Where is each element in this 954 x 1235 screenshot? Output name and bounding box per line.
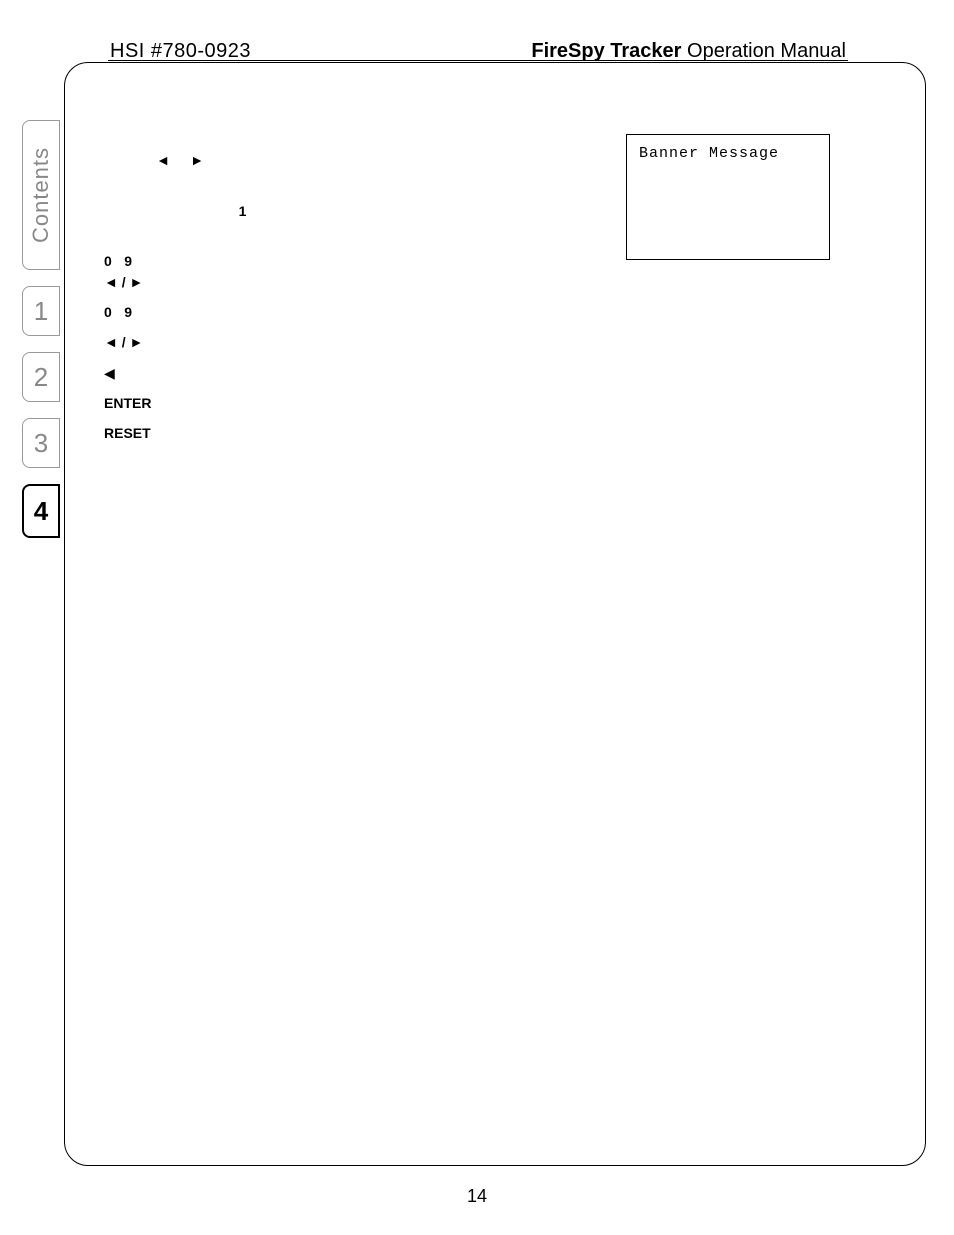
para-2: Figure 4-5 shows the 1 st banner message…	[104, 201, 614, 242]
p3c: and a blank. Scroll through the list usi…	[136, 253, 408, 269]
manual-label: Operation Manual	[687, 40, 846, 62]
p3b: 9	[124, 253, 132, 269]
para-3: 0 - 9 and a blank. Scroll through the li…	[104, 251, 614, 292]
tab-2[interactable]: 2	[22, 352, 60, 402]
tab-2-label: 2	[34, 362, 48, 393]
page: HSI #780-0923 FireSpy Tracker Operation …	[0, 0, 954, 1235]
tab-contents[interactable]: Contents	[22, 120, 60, 270]
p2a: Figure 4-5 shows the	[104, 203, 239, 219]
lcd-display: Banner Message	[626, 134, 830, 260]
left-arrow-icon: ◄	[156, 152, 170, 168]
para-9: RESET	[104, 423, 614, 443]
lcd-line-1: Banner Message	[639, 145, 779, 162]
section-title: Banner Message	[104, 126, 614, 146]
right-arrow-icon: ►	[190, 152, 204, 168]
header-rule	[108, 60, 848, 61]
tab-3[interactable]: 3	[22, 418, 60, 468]
p1a: Use the	[104, 152, 156, 168]
tab-1[interactable]: 1	[22, 286, 60, 336]
tab-1-label: 1	[34, 296, 48, 327]
content-area: Banner Message Banner Message Use the ◄ …	[104, 120, 864, 454]
page-number: 14	[0, 1186, 954, 1207]
p4slash: /	[122, 274, 130, 290]
para-5: 0 - 9	[104, 302, 614, 322]
left-arrow-icon-2: ◄	[104, 274, 118, 290]
product-name: FireSpy Tracker	[531, 40, 681, 62]
left-arrow-icon-3: ◄	[104, 334, 118, 350]
p5b: 9	[124, 304, 132, 320]
side-tabs: Contents 1 2 3 4	[22, 120, 66, 554]
left-arrow-solid-icon: ◀	[104, 365, 115, 381]
p6slash: /	[122, 334, 130, 350]
para-7: ◀	[104, 363, 614, 383]
tab-4-label: 4	[34, 496, 48, 527]
p4b: buttons.	[147, 274, 197, 290]
para-6: ◄ / ►	[104, 332, 614, 352]
p5a: 0	[104, 304, 112, 320]
tab-contents-label: Contents	[28, 147, 54, 243]
right-arrow-icon-2: ►	[130, 274, 144, 290]
right-arrow-icon-3: ►	[130, 334, 144, 350]
tab-3-label: 3	[34, 428, 48, 459]
body-text: Banner Message Use the ◄ or ► keypad but…	[104, 120, 614, 454]
p1b: or	[174, 152, 190, 168]
p3a: 0	[104, 253, 112, 269]
enter-label: ENTER	[104, 395, 151, 411]
para-1: Use the ◄ or ► keypad buttons to scroll …	[104, 150, 614, 191]
tab-4[interactable]: 4	[22, 484, 60, 538]
p5dash: -	[116, 304, 125, 320]
para-8: ENTER	[104, 393, 614, 413]
reset-label: RESET	[104, 425, 151, 441]
p2-num: 1	[239, 203, 247, 219]
p3dash: -	[116, 253, 125, 269]
